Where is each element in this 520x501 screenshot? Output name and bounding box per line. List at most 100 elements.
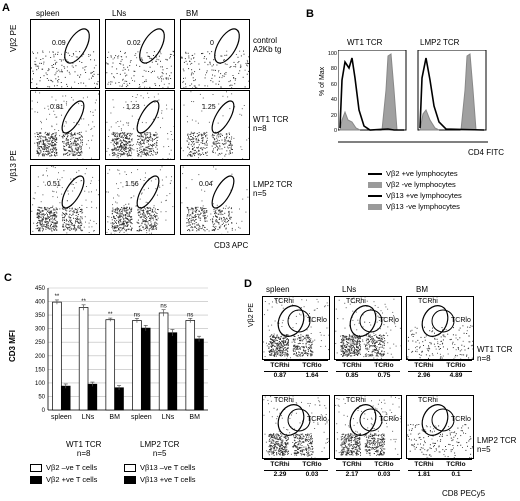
event-dot <box>143 133 145 135</box>
event-dot <box>147 221 149 223</box>
event-dot <box>114 153 116 155</box>
event-dot <box>55 219 57 221</box>
event-dot <box>214 228 216 229</box>
event-dot <box>118 228 120 230</box>
event-dot <box>94 102 96 104</box>
event-dot <box>67 139 69 141</box>
event-dot <box>191 132 193 134</box>
event-dot <box>286 349 288 351</box>
event-dot <box>190 131 192 133</box>
event-dot <box>202 139 204 141</box>
event-dot <box>44 132 46 134</box>
event-dot <box>378 320 380 321</box>
event-dot <box>283 349 284 351</box>
event-dot <box>378 316 380 318</box>
event-dot <box>88 222 90 224</box>
event-dot <box>193 150 195 152</box>
event-dot <box>125 150 127 152</box>
event-dot <box>282 347 284 349</box>
event-dot <box>356 329 358 331</box>
event-dot <box>114 142 116 144</box>
event-dot <box>276 453 278 455</box>
event-dot <box>231 84 233 86</box>
event-dot <box>466 333 468 334</box>
event-dot <box>114 77 115 79</box>
event-dot <box>77 212 79 214</box>
event-dot <box>293 436 295 438</box>
event-dot <box>62 213 64 214</box>
event-dot <box>35 65 37 67</box>
event-dot <box>444 336 446 338</box>
event-dot <box>79 136 81 138</box>
event-dot <box>148 97 150 99</box>
event-dot <box>118 150 120 152</box>
event-dot <box>441 357 443 359</box>
event-dot <box>113 215 114 217</box>
event-dot <box>123 147 125 149</box>
event-dot <box>231 229 233 231</box>
event-dot <box>122 222 124 224</box>
event-dot <box>349 346 351 348</box>
event-dot <box>76 152 78 154</box>
event-dot <box>270 354 271 356</box>
event-dot <box>194 71 196 73</box>
event-dot <box>340 354 342 355</box>
event-dot <box>48 149 50 151</box>
event-dot <box>303 337 305 339</box>
x-tick-label: LNs <box>162 414 175 421</box>
event-dot <box>81 209 83 211</box>
event-dot <box>129 144 131 146</box>
event-dot <box>455 354 456 356</box>
event-dot <box>149 134 151 136</box>
event-dot <box>131 147 133 149</box>
event-dot <box>151 223 153 225</box>
panel-a-plot-control-bm <box>180 19 250 89</box>
event-dot <box>141 230 143 232</box>
event-dot <box>271 445 272 447</box>
event-dot <box>280 353 282 355</box>
event-dot <box>217 148 219 150</box>
event-dot <box>282 351 284 353</box>
event-dot <box>274 444 275 446</box>
event-dot <box>123 153 125 155</box>
event-dot <box>225 73 227 75</box>
event-dot <box>82 139 83 141</box>
event-dot <box>279 454 281 456</box>
event-dot <box>193 57 195 59</box>
event-dot <box>272 442 274 444</box>
event-dot <box>155 216 157 218</box>
event-dot <box>79 60 81 62</box>
event-dot <box>46 78 48 79</box>
event-dot <box>284 344 286 346</box>
event-dot <box>187 155 189 157</box>
event-dot <box>74 148 76 150</box>
event-dot <box>387 342 389 344</box>
event-dot <box>431 353 433 355</box>
event-dot <box>138 229 140 231</box>
event-dot <box>67 155 69 156</box>
event-dot <box>206 155 208 156</box>
event-dot <box>139 211 141 213</box>
event-dot <box>426 348 428 350</box>
event-dot <box>269 411 270 413</box>
event-dot <box>73 150 75 152</box>
event-dot <box>327 305 329 307</box>
event-dot <box>328 349 329 351</box>
event-dot <box>145 135 147 137</box>
event-dot <box>219 227 221 229</box>
event-dot <box>216 212 218 214</box>
event-dot <box>372 349 374 351</box>
event-dot <box>296 434 298 436</box>
event-dot <box>39 230 41 232</box>
event-dot <box>377 328 379 330</box>
panel-d-table-wt1-spleen: TCRhi TCRlo 0.87 1.64 <box>264 360 328 380</box>
event-dot <box>285 342 287 343</box>
event-dot <box>37 222 39 224</box>
event-dot <box>146 217 148 219</box>
event-dot <box>118 195 120 197</box>
event-dot <box>77 140 79 141</box>
event-dot <box>122 142 123 144</box>
event-dot <box>36 138 38 140</box>
event-dot <box>61 71 63 73</box>
event-dot <box>191 141 193 142</box>
